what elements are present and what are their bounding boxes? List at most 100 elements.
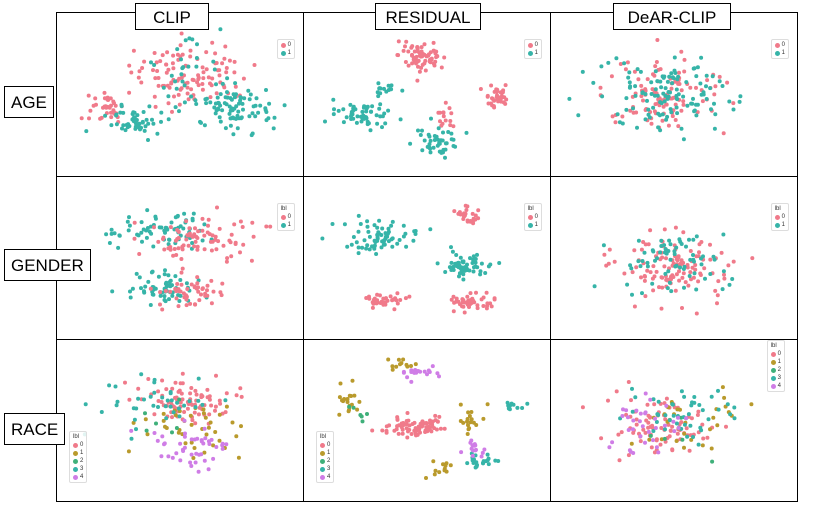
scatter-point-label-1 — [250, 111, 255, 116]
scatter-point-label-1 — [668, 242, 673, 247]
scatter-point-label-0 — [628, 108, 633, 113]
scatter-point-label-0 — [674, 272, 679, 277]
scatter-point-label-1 — [684, 244, 688, 249]
scatter-point-label-1 — [247, 114, 252, 119]
scatter-point-label-0 — [193, 421, 198, 426]
scatter-point-label-0 — [701, 436, 706, 441]
scatter-point-label-1 — [253, 114, 258, 119]
scatter-point-label-1 — [190, 218, 195, 223]
scatter-point-label-1 — [386, 239, 391, 244]
scatter-point-label-0 — [694, 311, 699, 316]
scatter-point-label-0 — [683, 280, 688, 285]
scatter-point-label-1 — [203, 415, 208, 420]
scatter-point-label-0 — [626, 453, 631, 458]
scatter-point-label-1 — [397, 238, 402, 242]
scatter-point-label-3 — [160, 395, 165, 400]
scatter-point-label-0 — [671, 275, 676, 279]
scatter-point-label-4 — [202, 426, 207, 431]
scatter-point-label-0 — [136, 386, 141, 391]
scatter-point-label-1 — [135, 232, 140, 237]
scatter-point-label-1 — [354, 120, 359, 125]
scatter-point-label-0 — [210, 76, 215, 81]
scatter-point-label-3 — [696, 442, 701, 447]
scatter-point-label-1 — [408, 141, 413, 146]
scatter-point-label-2 — [710, 459, 715, 464]
scatter-point-label-0 — [705, 78, 710, 83]
scatter-point-label-1 — [471, 254, 476, 259]
scatter-point-label-0 — [238, 386, 243, 391]
scatter-point-label-0 — [607, 247, 612, 252]
scatter-point-label-1 — [119, 102, 124, 107]
scatter-point-label-1 — [471, 269, 476, 274]
scatter-point-label-1 — [149, 60, 153, 65]
scatter-point-label-0 — [189, 282, 194, 287]
scatter-point-label-0 — [156, 389, 161, 394]
scatter-point-label-1 — [192, 446, 197, 450]
scatter-point-label-3 — [113, 384, 118, 389]
scatter-point-label-0 — [395, 53, 400, 57]
scatter-point-label-2 — [365, 412, 369, 416]
scatter-point-label-1 — [444, 461, 449, 466]
scatter-point-label-0 — [232, 70, 237, 75]
scatter-point-label-1 — [652, 93, 657, 98]
scatter-point-label-0 — [79, 116, 84, 121]
scatter-point-label-0 — [380, 428, 385, 433]
scatter-point-label-0 — [91, 103, 96, 108]
scatter-point-label-0 — [179, 391, 184, 396]
scatter-point-label-1 — [267, 101, 272, 106]
legend-label: 0 — [781, 214, 785, 220]
scatter-point-label-1 — [135, 113, 140, 118]
legend-marker — [73, 466, 78, 472]
scatter-point-label-0 — [185, 80, 190, 85]
scatter-point-label-1 — [650, 248, 655, 253]
scatter-point-label-1 — [450, 249, 455, 254]
legend-entry: 3 — [320, 465, 330, 473]
scatter-point-label-0 — [160, 53, 165, 58]
scatter-point-label-3 — [200, 402, 205, 407]
scatter-point-label-1 — [638, 264, 643, 269]
scatter-point-label-1 — [365, 104, 370, 109]
scatter-point-label-0 — [679, 108, 684, 113]
scatter-point-label-1 — [708, 272, 713, 276]
scatter-point-label-1 — [727, 99, 732, 104]
scatter-point-label-1 — [627, 80, 632, 85]
scatter-point-label-1 — [177, 299, 182, 303]
scatter-point-label-1 — [469, 410, 474, 414]
scatter-point-label-1 — [712, 101, 716, 106]
scatter-point-label-1 — [453, 144, 458, 149]
scatter-point-label-1 — [141, 227, 146, 232]
scatter-point-label-0 — [641, 98, 645, 103]
scatter-point-label-0 — [447, 106, 452, 111]
scatter-point-label-1 — [342, 222, 347, 227]
scatter-point-label-0 — [680, 306, 684, 310]
scatter-point-label-0 — [196, 83, 201, 88]
scatter-point-label-1 — [627, 70, 632, 75]
scatter-point-label-1 — [247, 97, 252, 102]
scatter-point-label-1 — [426, 132, 431, 137]
scatter-point-label-0 — [176, 304, 181, 309]
scatter-point-label-0 — [161, 237, 165, 241]
scatter-point-label-0 — [194, 392, 199, 397]
scatter-point-label-1 — [378, 102, 383, 107]
legend: lbl 0 1 2 3 4 — [316, 431, 335, 483]
scatter-point-label-1 — [163, 268, 167, 273]
scatter-point-label-1 — [428, 150, 433, 155]
scatter-point-label-0 — [666, 123, 671, 128]
scatter-point-label-0 — [598, 85, 603, 90]
scatter-point-label-1 — [175, 47, 180, 52]
scatter-point-label-1 — [390, 367, 395, 372]
scatter-point-label-1 — [120, 126, 124, 131]
scatter-point-label-3 — [171, 410, 176, 415]
scatter-point-label-0 — [171, 53, 176, 58]
scatter-point-label-0 — [423, 68, 428, 73]
scatter-point-label-0 — [405, 411, 410, 415]
scatter-point-label-0 — [676, 255, 681, 260]
legend-marker — [280, 222, 286, 228]
scatter-point-label-1 — [142, 128, 147, 133]
scatter-point-label-0 — [671, 95, 676, 100]
scatter-point-label-1 — [684, 80, 689, 85]
scatter-point-label-0 — [396, 39, 401, 44]
scatter-point-label-0 — [168, 247, 173, 252]
